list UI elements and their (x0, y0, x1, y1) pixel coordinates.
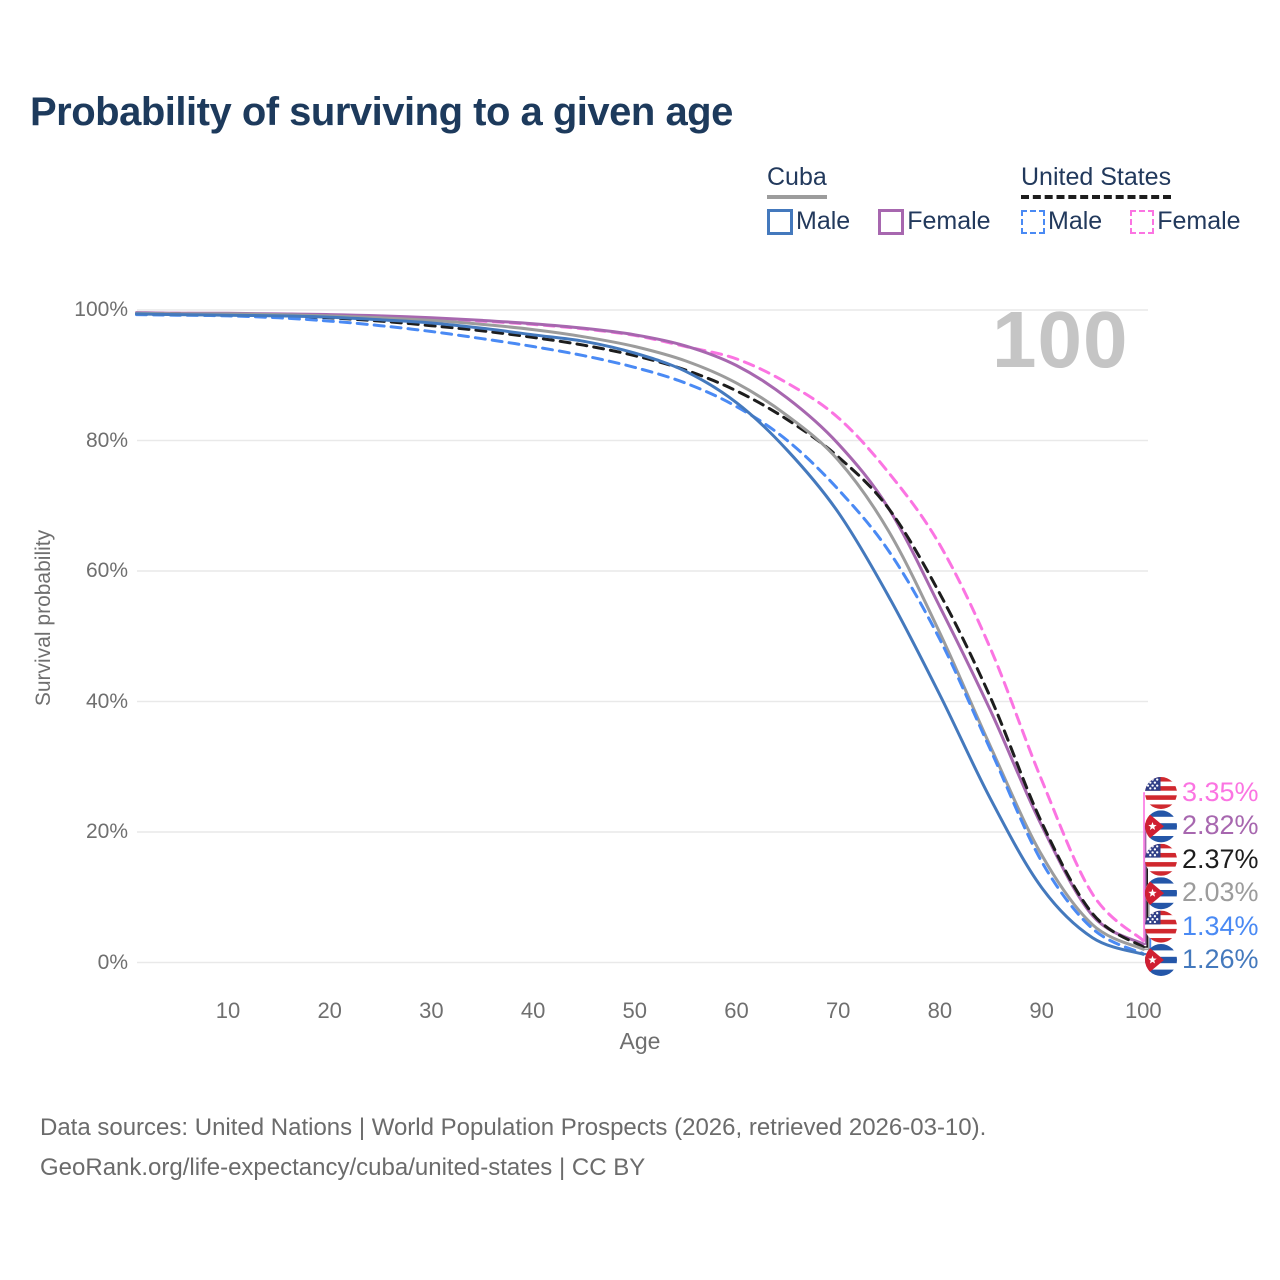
x-tick-label: 60 (724, 998, 749, 1023)
x-tick-label: 10 (215, 998, 241, 1023)
x-tick-label: 90 (1029, 998, 1054, 1023)
chart-title: Probability of surviving to a given age (30, 90, 733, 134)
us-flag-icon (1145, 843, 1177, 876)
legend-item-label: Male (1048, 207, 1103, 235)
us-male-swatch-icon (1021, 209, 1045, 234)
y-tick-label: 80% (85, 428, 128, 452)
cuba-flag-icon (1145, 877, 1177, 910)
cuba-flag-icon (1145, 810, 1177, 843)
y-tick-label: 20% (85, 820, 128, 843)
legend-item-cuba-male[interactable]: Male (767, 207, 850, 236)
legend-row-united-states: Male Female (1021, 207, 1269, 236)
series-line-cuba-male[interactable] (135, 312, 1145, 956)
x-tick-label: 70 (825, 998, 851, 1023)
us-female-swatch-icon (1130, 209, 1155, 234)
end-value-label-cuba-female: 2.82% (1182, 810, 1259, 841)
end-value-label-cuba: 2.03% (1182, 877, 1259, 908)
legend-country-united-states[interactable]: United States (1021, 163, 1172, 199)
y-axis-title: Survival probability (32, 529, 55, 707)
series-line-cuba-female[interactable] (135, 311, 1145, 946)
legend-item-us-male[interactable]: Male (1021, 207, 1102, 236)
cuba-female-swatch-icon (878, 208, 905, 235)
legend-item-cuba-female[interactable]: Female (878, 207, 991, 236)
legend-item-us-female[interactable]: Female (1130, 207, 1241, 236)
legend-item-label: Female (907, 207, 991, 235)
x-tick-label: 20 (317, 998, 342, 1023)
x-tick-label: 80 (927, 998, 953, 1023)
source-url[interactable]: GeoRank.org/life-expectancy/cuba/united-… (40, 1154, 646, 1181)
end-value-label-cuba-male: 1.26% (1182, 944, 1259, 974)
x-tick-label: 50 (622, 998, 648, 1023)
series-line-united-states-female[interactable] (135, 311, 1145, 943)
data-sources-note: Data sources: United Nations | World Pop… (40, 1114, 987, 1141)
legend-item-label: Male (796, 207, 851, 235)
us-flag-icon (1145, 777, 1177, 809)
legend-group-united-states: United States Male Female (1021, 163, 1269, 236)
x-axis-title: Age (619, 1028, 661, 1054)
series-line-united-states-male[interactable] (135, 313, 1145, 956)
y-tick-label: 0% (97, 950, 128, 974)
x-tick-label: 100 (1124, 998, 1162, 1023)
legend-row-cuba: Male Female (767, 207, 1019, 236)
y-tick-label: 100% (74, 298, 128, 321)
legend-country-cuba[interactable]: Cuba (767, 163, 827, 199)
end-value-label-united-states: 2.37% (1182, 843, 1259, 874)
series-line-cuba[interactable] (135, 311, 1145, 951)
x-tick-label: 40 (520, 998, 546, 1023)
end-value-label-united-states-male: 1.34% (1182, 910, 1259, 941)
y-tick-label: 40% (85, 689, 128, 713)
us-flag-icon (1145, 910, 1177, 943)
footer: Data sources: United Nations | World Pop… (40, 1108, 986, 1188)
legend-group-cuba: Cuba Male Female (767, 163, 1019, 236)
legend-item-label: Female (1157, 207, 1241, 235)
cuba-flag-icon (1145, 944, 1177, 976)
x-tick-label: 30 (419, 998, 444, 1023)
cuba-male-swatch-icon (767, 208, 793, 235)
series-line-united-states[interactable] (135, 312, 1145, 949)
end-value-label-united-states-female: 3.35% (1182, 777, 1259, 807)
y-tick-label: 60% (85, 559, 128, 582)
